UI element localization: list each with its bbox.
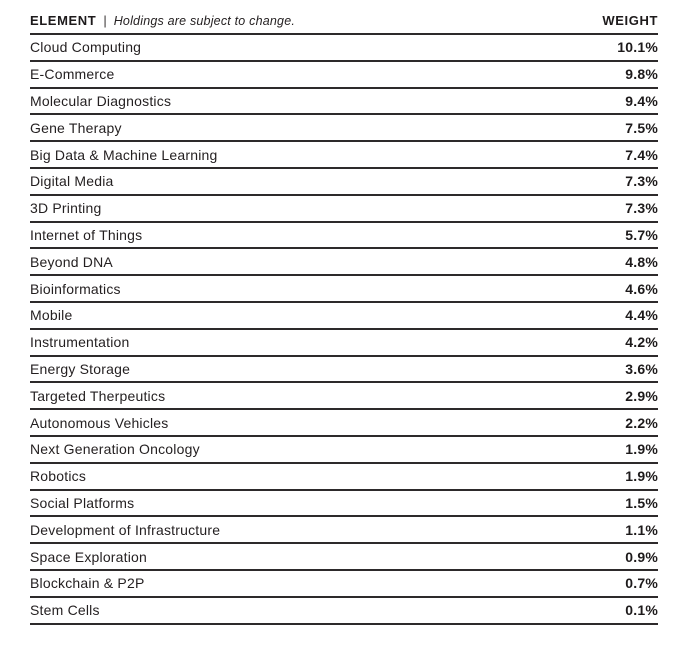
row-weight-value: 2.2% <box>625 414 658 431</box>
row-weight-value: 0.7% <box>625 575 658 592</box>
holdings-disclaimer-note: Holdings are subject to change. <box>113 14 296 28</box>
row-weight-value: 4.2% <box>625 334 658 351</box>
row-element-name: Mobile <box>30 307 73 324</box>
row-weight-value: 0.9% <box>625 548 658 565</box>
table-row: Development of Infrastructure 1.1% <box>30 517 658 545</box>
row-element-name: Robotics <box>30 468 87 485</box>
row-element-name: Social Platforms <box>30 494 135 511</box>
element-column-header-group: ELEMENT | Holdings are subject to change… <box>30 13 295 28</box>
row-element-name: 3D Printing <box>30 200 102 217</box>
table-row: Gene Therapy 7.5% <box>30 115 658 143</box>
table-row: Digital Media 7.3% <box>30 169 658 196</box>
row-element-name: Autonomous Vehicles <box>30 414 169 431</box>
row-element-name: E-Commerce <box>30 66 115 83</box>
row-weight-value: 9.8% <box>625 66 658 83</box>
table-row: Targeted Therpeutics 2.9% <box>30 383 658 411</box>
table-row: E-Commerce 9.8% <box>30 62 658 89</box>
table-row: Mobile 4.4% <box>30 303 658 330</box>
table-row: Stem Cells 0.1% <box>30 598 658 625</box>
table-row: Internet of Things 5.7% <box>30 223 658 250</box>
table-row: 3D Printing 7.3% <box>30 196 658 223</box>
row-element-name: Space Exploration <box>30 548 148 565</box>
table-row: Blockchain & P2P 0.7% <box>30 571 658 598</box>
row-element-name: Next Generation Oncology <box>30 441 200 458</box>
weight-column-header: WEIGHT <box>602 13 658 28</box>
row-element-name: Digital Media <box>30 173 114 190</box>
row-element-name: Internet of Things <box>30 226 143 243</box>
table-row: Big Data & Machine Learning 7.4% <box>30 142 658 169</box>
row-weight-value: 9.4% <box>625 92 658 109</box>
row-weight-value: 4.4% <box>625 307 658 324</box>
table-row: Molecular Diagnostics 9.4% <box>30 89 658 116</box>
row-weight-value: 7.3% <box>625 200 658 217</box>
table-header-row: ELEMENT | Holdings are subject to change… <box>30 6 658 35</box>
row-element-name: Targeted Therpeutics <box>30 387 166 404</box>
row-element-name: Stem Cells <box>30 602 100 619</box>
row-element-name: Big Data & Machine Learning <box>30 146 218 163</box>
table-row: Robotics 1.9% <box>30 464 658 491</box>
table-row: Instrumentation 4.2% <box>30 330 658 357</box>
row-element-name: Gene Therapy <box>30 119 122 136</box>
row-weight-value: 5.7% <box>625 226 658 243</box>
table-row: Beyond DNA 4.8% <box>30 249 658 277</box>
row-weight-value: 0.1% <box>625 602 658 619</box>
row-weight-value: 7.3% <box>625 173 658 190</box>
row-weight-value: 4.8% <box>625 253 658 270</box>
element-column-header: ELEMENT <box>30 13 97 28</box>
row-weight-value: 7.4% <box>625 146 658 163</box>
row-element-name: Blockchain & P2P <box>30 575 145 592</box>
table-row: Space Exploration 0.9% <box>30 544 658 571</box>
row-element-name: Molecular Diagnostics <box>30 92 172 109</box>
row-weight-value: 4.6% <box>625 280 658 297</box>
row-element-name: Development of Infrastructure <box>30 521 221 538</box>
row-weight-value: 10.1% <box>617 39 658 56</box>
table-row: Cloud Computing 10.1% <box>30 35 658 62</box>
row-weight-value: 7.5% <box>625 119 658 136</box>
row-weight-value: 1.9% <box>625 441 658 458</box>
table-row: Energy Storage 3.6% <box>30 357 658 384</box>
table-row: Next Generation Oncology 1.9% <box>30 437 658 464</box>
row-element-name: Cloud Computing <box>30 39 142 56</box>
row-weight-value: 1.9% <box>625 468 658 485</box>
row-element-name: Energy Storage <box>30 360 131 377</box>
row-weight-value: 2.9% <box>625 387 658 404</box>
table-body: Cloud Computing 10.1% E-Commerce 9.8% Mo… <box>30 35 658 625</box>
header-separator: | <box>103 13 107 28</box>
row-element-name: Instrumentation <box>30 334 130 351</box>
row-weight-value: 1.1% <box>625 521 658 538</box>
row-weight-value: 3.6% <box>625 360 658 377</box>
table-row: Bioinformatics 4.6% <box>30 276 658 303</box>
row-weight-value: 1.5% <box>625 494 658 511</box>
table-row: Autonomous Vehicles 2.2% <box>30 410 658 437</box>
table-row: Social Platforms 1.5% <box>30 491 658 518</box>
row-element-name: Beyond DNA <box>30 253 113 270</box>
holdings-table: ELEMENT | Holdings are subject to change… <box>30 6 658 625</box>
row-element-name: Bioinformatics <box>30 280 121 297</box>
